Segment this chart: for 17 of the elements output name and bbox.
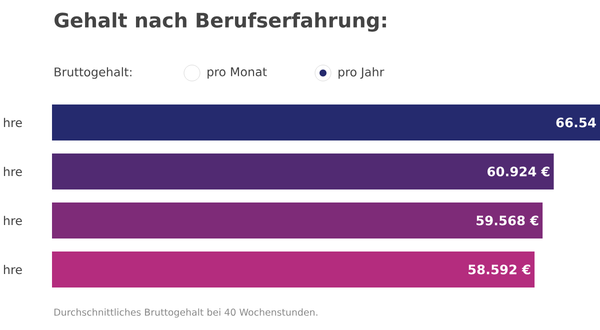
- text: pro Jahr: [338, 67, 384, 79]
- bar: [52, 154, 554, 190]
- y-tick-label: hre: [4, 166, 22, 176]
- bar: [52, 202, 543, 239]
- data-label: 60.924 €: [488, 166, 550, 176]
- chart-title: Gehalt nach Berufserfahrung:: [54, 12, 386, 32]
- y-tick-label: hre: [4, 264, 22, 274]
- bar: [52, 104, 600, 140]
- y-tick-label: hre: [4, 118, 22, 128]
- data-label: 66.54: [556, 118, 596, 128]
- bar: [52, 252, 535, 288]
- text: Durchschnittliches Bruttogehalt bei 40 Wochenstunden.: [54, 308, 318, 318]
- data-label: 58.592 €: [468, 264, 530, 274]
- text: pro Monat: [208, 67, 267, 79]
- data-label: 59.568 €: [476, 216, 538, 226]
- y-tick-label: hre: [4, 216, 22, 226]
- chart-subtitle: Bruttogehalt:: [54, 67, 132, 79]
